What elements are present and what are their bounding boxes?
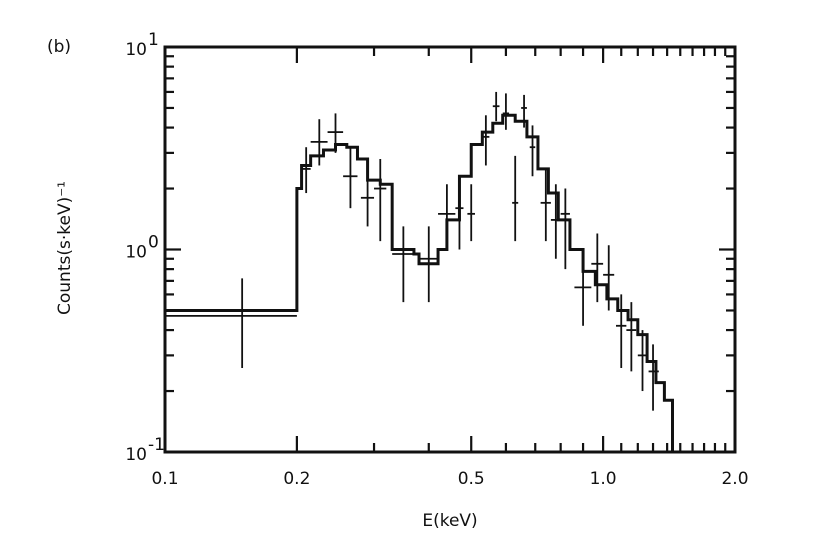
data-point	[591, 233, 604, 303]
data-point	[540, 168, 551, 242]
data-point	[310, 119, 328, 166]
y-tick-exponent: 0	[148, 233, 159, 253]
x-tick-label: 0.1	[151, 469, 178, 489]
data-point	[603, 245, 615, 311]
data-point	[615, 294, 627, 368]
data-points	[165, 91, 659, 411]
data-point	[626, 302, 637, 372]
data-point	[301, 147, 311, 194]
plot-frame	[163, 45, 737, 454]
data-point	[467, 184, 475, 242]
x-tick-label: 1.0	[590, 469, 617, 489]
panel-label: (b)	[47, 37, 71, 57]
data-point	[502, 93, 510, 130]
data-point	[343, 147, 358, 209]
axis-ticks	[163, 47, 737, 454]
y-tick-label: 10	[125, 40, 147, 60]
y-axis-label: Counts(s·keV)⁻¹	[55, 181, 75, 315]
x-tick-label: 0.2	[283, 469, 310, 489]
y-tick-exponent: -1	[148, 435, 165, 455]
data-point	[637, 330, 648, 392]
y-tick-label: 10	[125, 243, 147, 263]
y-tick-label: 10	[125, 445, 147, 465]
data-point	[529, 125, 536, 177]
data-point	[492, 91, 500, 122]
x-tick-label: 2.0	[721, 469, 748, 489]
y-tick-exponent: 1	[148, 30, 159, 50]
data-point	[165, 278, 297, 368]
x-axis-label: E(keV)	[422, 511, 477, 531]
data-point	[374, 158, 387, 242]
x-tick-label: 0.5	[458, 469, 485, 489]
data-point	[392, 226, 414, 303]
model-step-curve	[165, 113, 674, 452]
data-point	[560, 188, 570, 270]
data-point	[512, 155, 519, 242]
